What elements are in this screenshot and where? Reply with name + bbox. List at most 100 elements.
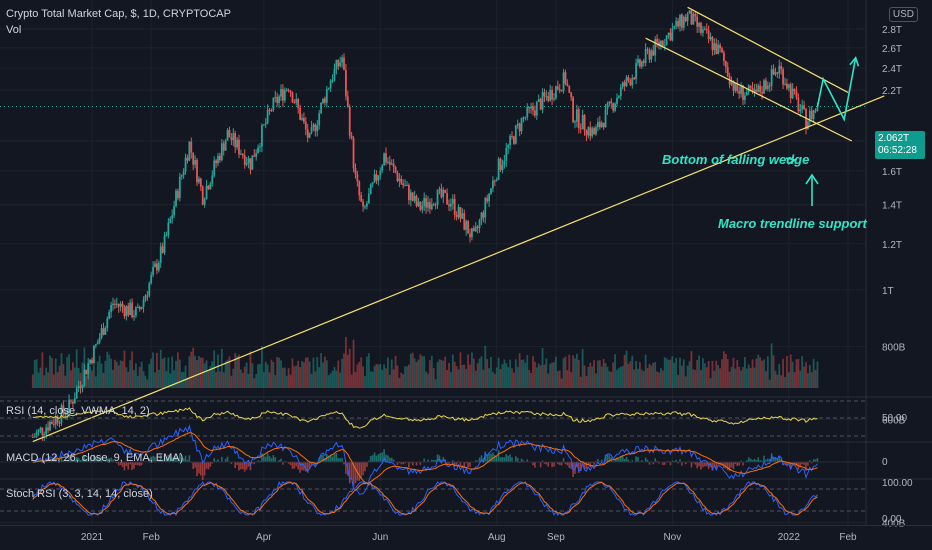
volume-bar (816, 361, 819, 388)
volume-bar (495, 367, 498, 388)
candle-body (425, 198, 427, 208)
candle-body (652, 50, 655, 56)
macd-histogram-bar (329, 454, 332, 463)
candle-body (786, 83, 788, 89)
volume-bar (669, 359, 672, 388)
volume-bar (56, 372, 59, 388)
candle-body (367, 193, 370, 204)
macd-histogram-bar (434, 459, 437, 463)
volume-bar (780, 375, 783, 388)
candle-body (228, 130, 231, 138)
volume-bar (135, 363, 137, 388)
macd-histogram-bar (700, 462, 702, 470)
volume-bar (150, 358, 153, 388)
volume-bar (782, 358, 784, 388)
bar-countdown: 06:52:28 (878, 145, 917, 156)
macd-histogram-bar (402, 462, 404, 465)
candle-body (77, 386, 80, 389)
volume-bar (463, 364, 466, 388)
volume-bar (232, 368, 235, 388)
macd-histogram-bar (734, 462, 737, 465)
rsi-line (32, 407, 818, 429)
candle-body (96, 342, 99, 345)
macd-histogram-bar (226, 456, 229, 463)
candle-body (702, 29, 704, 33)
macd-histogram-bar (310, 462, 313, 466)
macd-histogram-bar (620, 456, 622, 463)
macd-histogram-bar (379, 453, 382, 463)
volume-bar (429, 360, 431, 388)
price-tick-label: 1.2T (882, 240, 902, 251)
volume-bar (257, 364, 259, 388)
candles (31, 9, 819, 442)
candle-body (747, 85, 750, 93)
volume-bar (396, 365, 399, 388)
candle-body (734, 82, 737, 91)
candle-body (198, 178, 200, 183)
candle-body (572, 97, 574, 123)
candle-body (682, 17, 685, 28)
volume-bar (497, 357, 500, 388)
candle-body (570, 92, 573, 98)
macd-histogram-bar (600, 459, 603, 463)
candle-body (408, 184, 410, 201)
volume-bar (73, 367, 76, 388)
macd-legend[interactable]: MACD (12, 26, close, 9, EMA, EMA) (6, 452, 184, 464)
candle-body (415, 195, 418, 207)
candle-body (409, 192, 412, 201)
volume-bar (241, 373, 244, 388)
candle-body (724, 61, 727, 68)
macd-histogram-bar (646, 459, 649, 463)
candle-body (73, 398, 76, 404)
candle-body (154, 263, 156, 268)
candle-body (660, 40, 662, 46)
currency-button[interactable]: USD (888, 7, 918, 22)
candle-body (337, 60, 340, 67)
volume-bar (801, 356, 804, 388)
volume-bar (665, 358, 668, 388)
macd-histogram-bar (452, 460, 454, 463)
volume-bar (430, 355, 433, 388)
candle-body (178, 176, 181, 199)
candle-body (471, 228, 473, 238)
volume-bar (786, 355, 788, 388)
macd-histogram-bar (324, 457, 326, 463)
volume-bar (367, 353, 370, 388)
volume-bar (499, 369, 502, 388)
stoch-tick-label: 100.00 (882, 478, 913, 489)
macd-histogram-bar (333, 454, 336, 463)
volume-bar (614, 354, 616, 388)
candle-body (526, 107, 529, 118)
candle-body (577, 109, 580, 129)
volume-bar (434, 379, 437, 388)
candle-body (180, 175, 183, 177)
volume-bar (394, 355, 397, 388)
candle-body (37, 429, 40, 433)
volume-bar (385, 368, 387, 388)
volume-bar (728, 371, 731, 388)
candle-body (656, 39, 658, 42)
last-price-tag: 2.062T 06:52:28 (875, 131, 925, 159)
candle-body (703, 28, 706, 30)
volume-legend[interactable]: Vol (6, 24, 22, 36)
main-legend[interactable]: Crypto Total Market Cap, $, 1D, CRYPTOCA… (6, 8, 231, 20)
candle-body (188, 141, 191, 161)
candle-body (318, 113, 321, 126)
rsi-legend[interactable]: RSI (14, close, VWMA, 14, 2) (6, 405, 150, 417)
volume-bar (740, 370, 742, 388)
volume-bar (285, 375, 288, 388)
volume-bar (661, 370, 664, 388)
volume-bar (526, 355, 529, 388)
candle-body (520, 117, 523, 132)
candle-body (608, 101, 611, 104)
volume-bar (749, 368, 752, 388)
candle-body (585, 130, 588, 136)
candle-body (516, 123, 519, 126)
candle-body (83, 369, 86, 386)
volume-bar (329, 373, 332, 388)
macd-histogram-bar (152, 455, 154, 463)
stoch-rsi-legend[interactable]: Stoch RSI (3, 3, 14, 14, close) (6, 488, 153, 500)
candle-body (276, 97, 279, 103)
candle-body (196, 160, 198, 183)
